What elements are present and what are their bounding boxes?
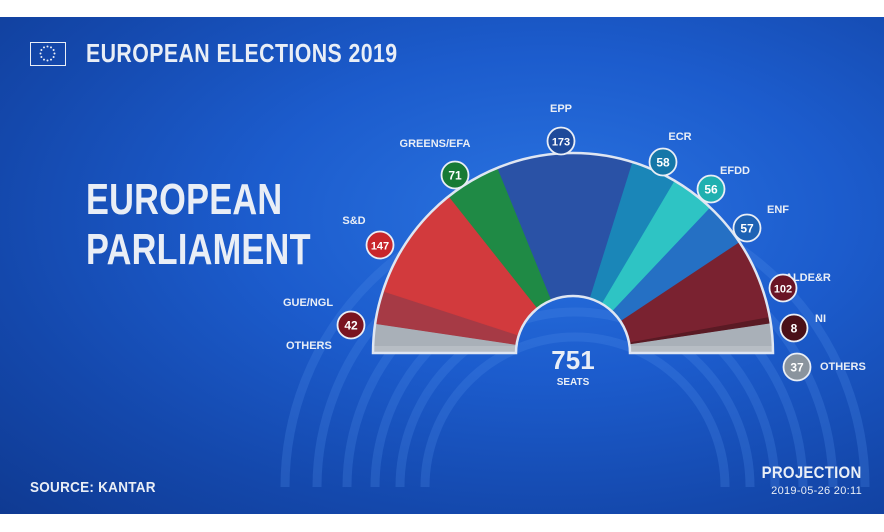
badge-circle-greens-efa	[440, 160, 470, 190]
total-seats-caption: SEATS	[557, 377, 590, 388]
badge-value-gue-ngl: 42	[344, 319, 358, 333]
badge-value-alde-r: 102	[774, 284, 792, 296]
decor-arc	[420, 332, 730, 488]
badge-value-efdd: 56	[704, 183, 718, 197]
badge-value-s-d: 147	[371, 241, 389, 253]
party-label-others: OTHERS	[820, 361, 866, 373]
party-badge-ecr: 58	[648, 147, 678, 177]
party-badges: OTHERS GUE/NGL 42 S&D 147 GREENS/EFA 71 EPP 173 E…	[283, 103, 866, 382]
chart-title-line-2: PARLIAMENT	[86, 225, 311, 274]
eu-stars	[39, 45, 56, 62]
party-label-efdd: EFDD	[720, 165, 750, 177]
badge-circle-gue-ngl	[336, 310, 366, 340]
badge-circle-ecr	[648, 147, 678, 177]
party-badge-greens-efa: 71	[440, 160, 470, 190]
party-badge-efdd: 56	[696, 174, 726, 204]
badge-value-greens-efa: 71	[448, 169, 462, 183]
total-seats-value: 751	[551, 345, 594, 375]
decor-arc	[395, 307, 755, 488]
chart-title-line-1: EUROPEAN	[86, 175, 283, 224]
page-title: EUROPEAN ELECTIONS 2019	[86, 38, 398, 68]
party-label-ecr: ECR	[668, 131, 691, 143]
badge-value-ecr: 58	[656, 156, 670, 170]
party-badge-ni: 8	[779, 313, 809, 343]
hemicycle-chart: OTHERS GUE/NGL 42 S&D 147 GREENS/EFA 71 EPP 173 E…	[280, 103, 870, 488]
badge-circle-s-d	[365, 230, 395, 260]
hemicycle-outline	[371, 151, 775, 355]
others-base-right	[630, 346, 773, 353]
badge-value-others: 37	[790, 361, 804, 375]
badge-value-enf: 57	[740, 222, 754, 236]
party-label-alde-r: ALDE&R	[785, 272, 831, 284]
infographic-frame: EUROPEAN ELECTIONS 2019 EUROPEAN PARLIAM…	[0, 17, 884, 514]
party-label-greens-efa: GREENS/EFA	[400, 138, 471, 150]
party-label-gue-ngl: GUE/NGL	[283, 297, 333, 309]
party-badge-s-d: 147	[365, 230, 395, 260]
party-label-enf: ENF	[767, 204, 789, 216]
badge-circle-ni	[779, 313, 809, 343]
badge-circle-efdd	[696, 174, 726, 204]
badge-value-ni: 8	[791, 322, 798, 336]
source-label: SOURCE: KANTAR	[30, 479, 156, 496]
party-badge-gue-ngl: 42	[336, 310, 366, 340]
seat-wedges	[371, 151, 775, 355]
eu-flag-icon	[30, 42, 66, 66]
badge-circle-others	[782, 352, 812, 382]
badge-circle-alde-r	[768, 273, 798, 303]
party-label-others: OTHERS	[286, 340, 332, 352]
others-base-left	[373, 346, 516, 353]
party-badge-others: 37	[782, 352, 812, 382]
party-badge-alde-r: 102	[768, 273, 798, 303]
badge-value-epp: 173	[552, 137, 570, 149]
party-label-ni: NI	[815, 313, 826, 325]
party-badge-enf: 57	[732, 213, 762, 243]
projection-label: PROJECTION	[762, 463, 862, 482]
badge-circle-enf	[732, 213, 762, 243]
badge-circle-epp	[546, 126, 576, 156]
party-label-epp: EPP	[550, 103, 572, 115]
party-badge-epp: 173	[546, 126, 576, 156]
party-label-s-d: S&D	[342, 215, 365, 227]
projection-timestamp: 2019-05-26 20:11	[771, 485, 862, 497]
